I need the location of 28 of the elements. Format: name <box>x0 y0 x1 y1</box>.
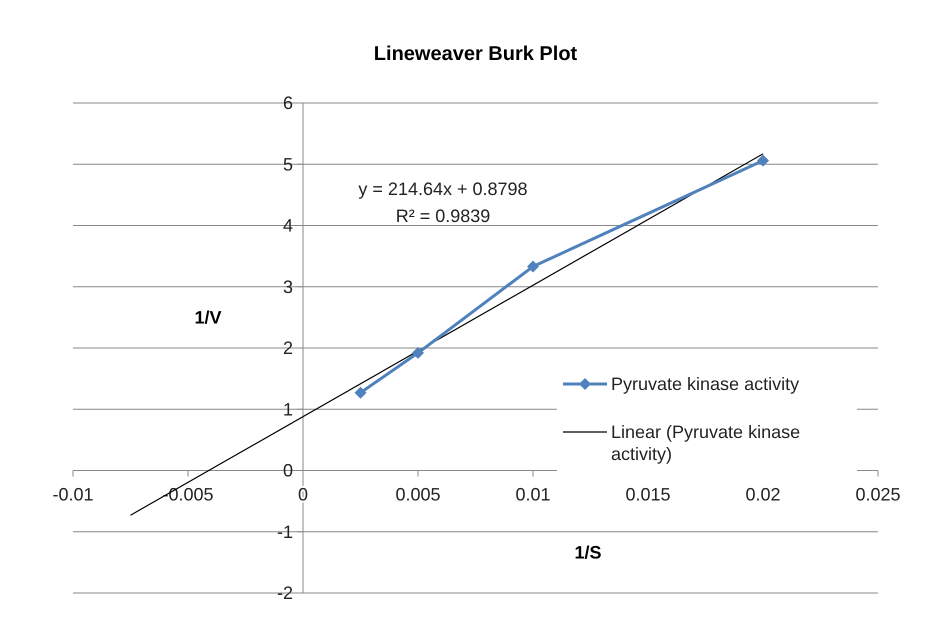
y-tick-label: 3 <box>282 276 293 297</box>
point <box>354 386 366 399</box>
y-tick-label: 4 <box>282 216 293 236</box>
x-tick-label: 0.015 <box>625 484 671 504</box>
y-tick-label: 6 <box>282 93 293 113</box>
x-tick-label: 0.005 <box>395 484 441 504</box>
y-tick-label: -2 <box>276 583 293 603</box>
chart-title: Lineweaver Burk Plot <box>374 43 578 65</box>
y-tick-label: 5 <box>282 154 293 174</box>
annotation: y = 214.64x + 0.8798 <box>358 179 528 199</box>
point <box>757 154 769 167</box>
x-tick-label: 0.025 <box>855 484 901 504</box>
x-tick-label: 0.02 <box>745 484 781 504</box>
y-axis-title: 1/V <box>194 307 222 328</box>
y-tick-label: 0 <box>282 460 293 480</box>
point <box>412 346 424 359</box>
y-tick-label: 2 <box>282 338 293 358</box>
y-tick-label: -1 <box>276 522 293 542</box>
x-tick-label: -0.01 <box>52 484 94 504</box>
x-tick-label: 0 <box>298 484 308 504</box>
annotation: R² = 0.9839 <box>396 206 490 226</box>
legend-label: Pyruvate kinase activity <box>611 374 800 394</box>
x-tick-label: 0.01 <box>515 484 551 504</box>
legend-label: Linear (Pyruvate kinase activity) <box>611 422 800 464</box>
point <box>527 260 539 273</box>
x-tick-label: -0.005 <box>162 484 214 504</box>
x-axis-title: 1/S <box>574 542 602 562</box>
y-tick-label: 1 <box>282 399 293 420</box>
